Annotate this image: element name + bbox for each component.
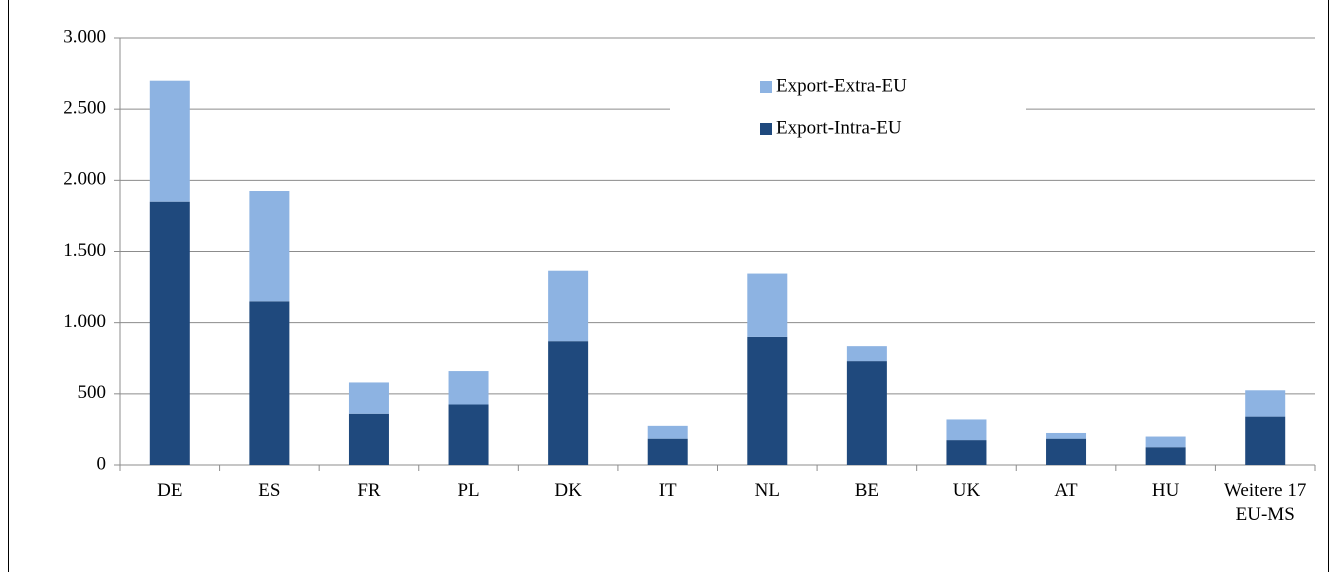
bar-segment — [747, 273, 788, 337]
bar-segment — [846, 346, 887, 362]
y-tick-label: 1.000 — [63, 311, 106, 332]
x-tick-label: FR — [357, 480, 381, 501]
bar-segment — [149, 80, 190, 202]
x-tick-label: ES — [258, 480, 281, 501]
y-tick-label: 3.000 — [63, 26, 106, 47]
legend-swatch — [760, 123, 772, 135]
x-tick-label: AT — [1054, 480, 1078, 501]
legend-swatch — [760, 81, 772, 93]
x-tick-label: IT — [658, 480, 677, 501]
x-tick-label: Weitere 17 EU-MS — [1224, 480, 1307, 525]
legend-label: Export-Extra-EU — [776, 75, 907, 96]
bar-segment — [548, 270, 589, 342]
bar-segment — [846, 361, 887, 465]
x-tick-label: HU — [1151, 480, 1180, 501]
bar-segment — [348, 382, 389, 414]
y-tick-label: 0 — [97, 453, 107, 474]
bar-segment — [1046, 432, 1087, 439]
x-tick-label: PL — [457, 480, 480, 501]
bar-segment — [448, 371, 489, 405]
bar-segment — [647, 425, 688, 439]
bar-segment — [647, 438, 688, 465]
bar-segment — [1245, 390, 1286, 417]
frame — [8, 0, 1329, 572]
bar-segment — [1245, 416, 1286, 465]
bar-segment — [249, 301, 290, 465]
bar-segment — [1046, 438, 1087, 465]
legend-label: Export-Intra-EU — [776, 117, 902, 138]
legend-box — [670, 62, 1026, 152]
y-tick-label: 1.500 — [63, 240, 106, 261]
x-tick-label: BE — [854, 480, 880, 501]
y-tick-label: 2.000 — [63, 169, 106, 190]
y-tick-label: 2.500 — [63, 98, 106, 119]
bar-segment — [448, 404, 489, 465]
x-tick-label: DE — [157, 480, 183, 501]
x-tick-label: DK — [554, 480, 582, 501]
bar-segment — [1145, 436, 1186, 448]
bar-segment — [548, 341, 589, 465]
y-tick-label: 500 — [78, 382, 107, 403]
bar-segment — [149, 201, 190, 465]
bar-segment — [946, 440, 987, 465]
bar-segment — [1145, 447, 1186, 465]
x-tick-label: NL — [754, 480, 780, 501]
bar-segment — [249, 191, 290, 302]
bar-segment — [747, 336, 788, 465]
x-tick-label: UK — [952, 480, 981, 501]
bar-segment — [348, 413, 389, 465]
bar-segment — [946, 419, 987, 441]
